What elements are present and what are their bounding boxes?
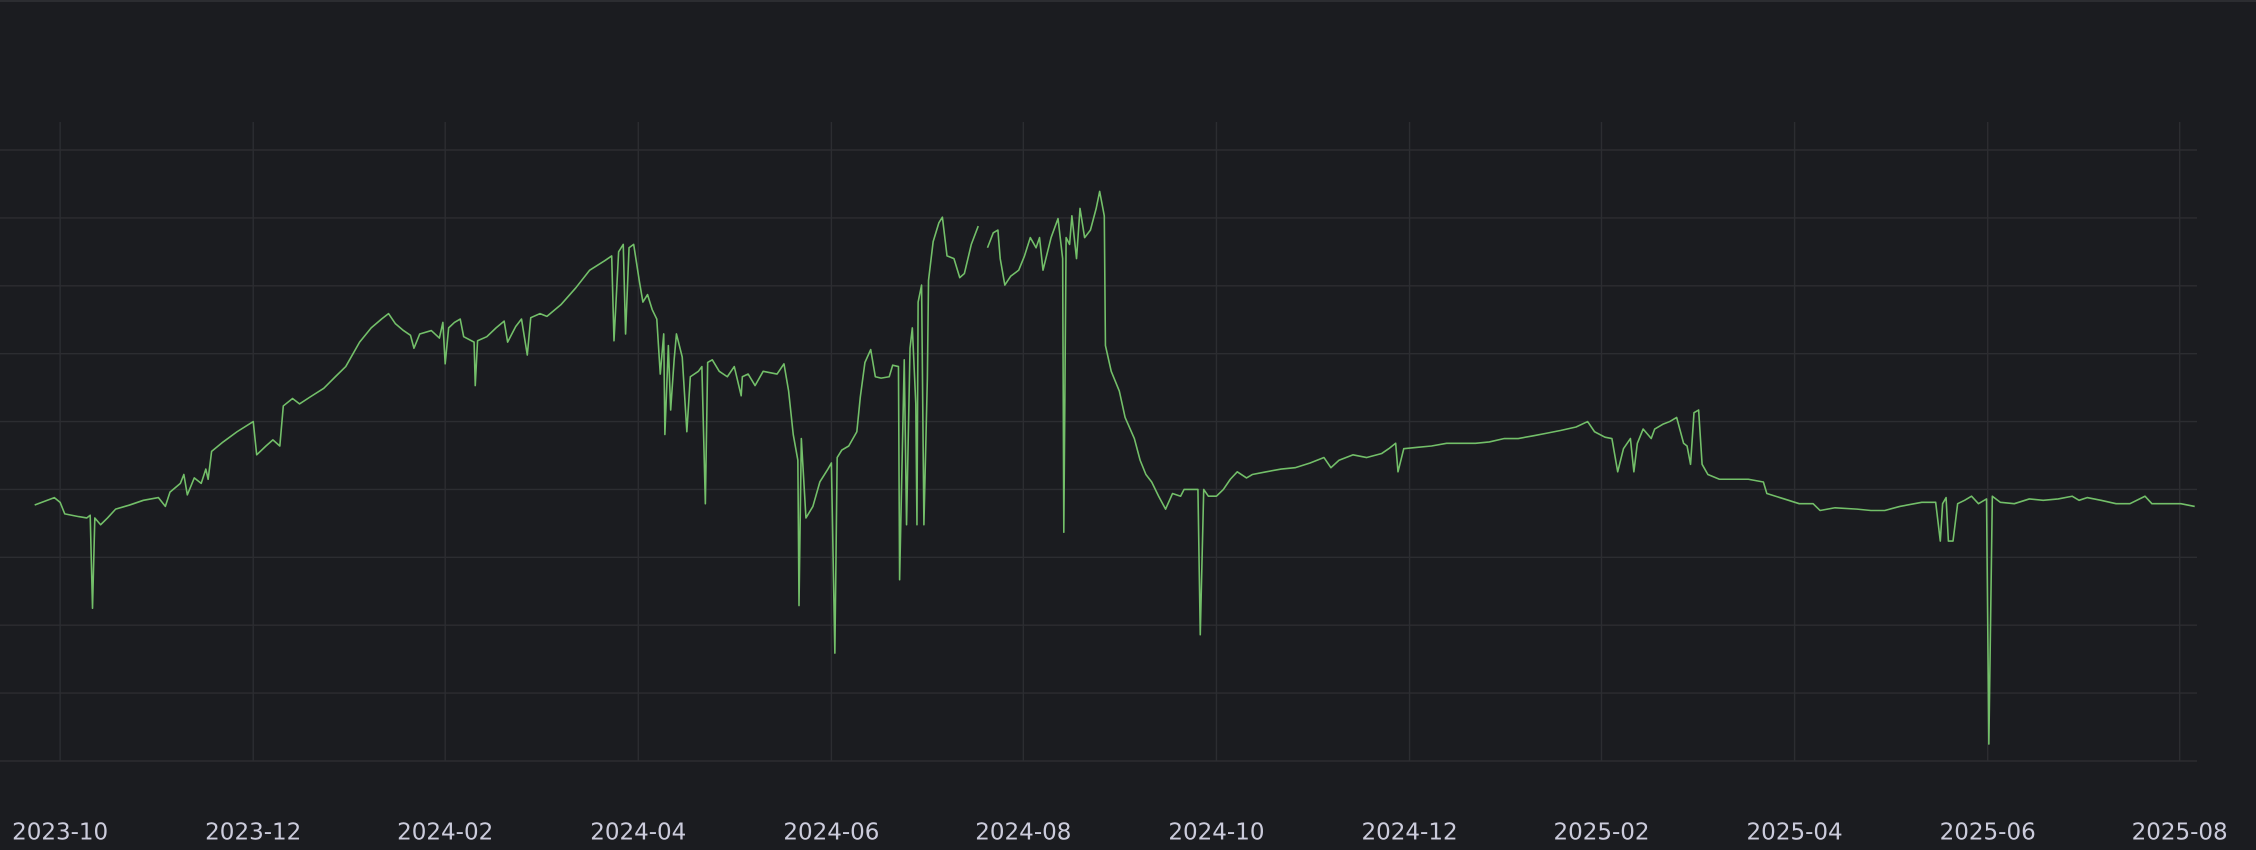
x-tick-label: 2025-06 [1940,820,2036,846]
x-tick-label: 2025-04 [1747,820,1843,846]
x-tick-label: 2024-02 [397,820,493,846]
x-tick-label: 2024-08 [975,820,1071,846]
x-tick-label: 2023-12 [205,820,301,846]
x-tick-label: 2024-04 [590,820,686,846]
x-tick-label: 2024-06 [783,820,879,846]
x-tick-label: 2025-08 [2132,820,2228,846]
x-tick-label: 2025-02 [1553,820,1649,846]
x-tick-label: 2023-10 [12,820,108,846]
x-tick-label: 2024-10 [1168,820,1264,846]
x-tick-label: 2024-12 [1361,820,1457,846]
data-line [34,190,2195,745]
